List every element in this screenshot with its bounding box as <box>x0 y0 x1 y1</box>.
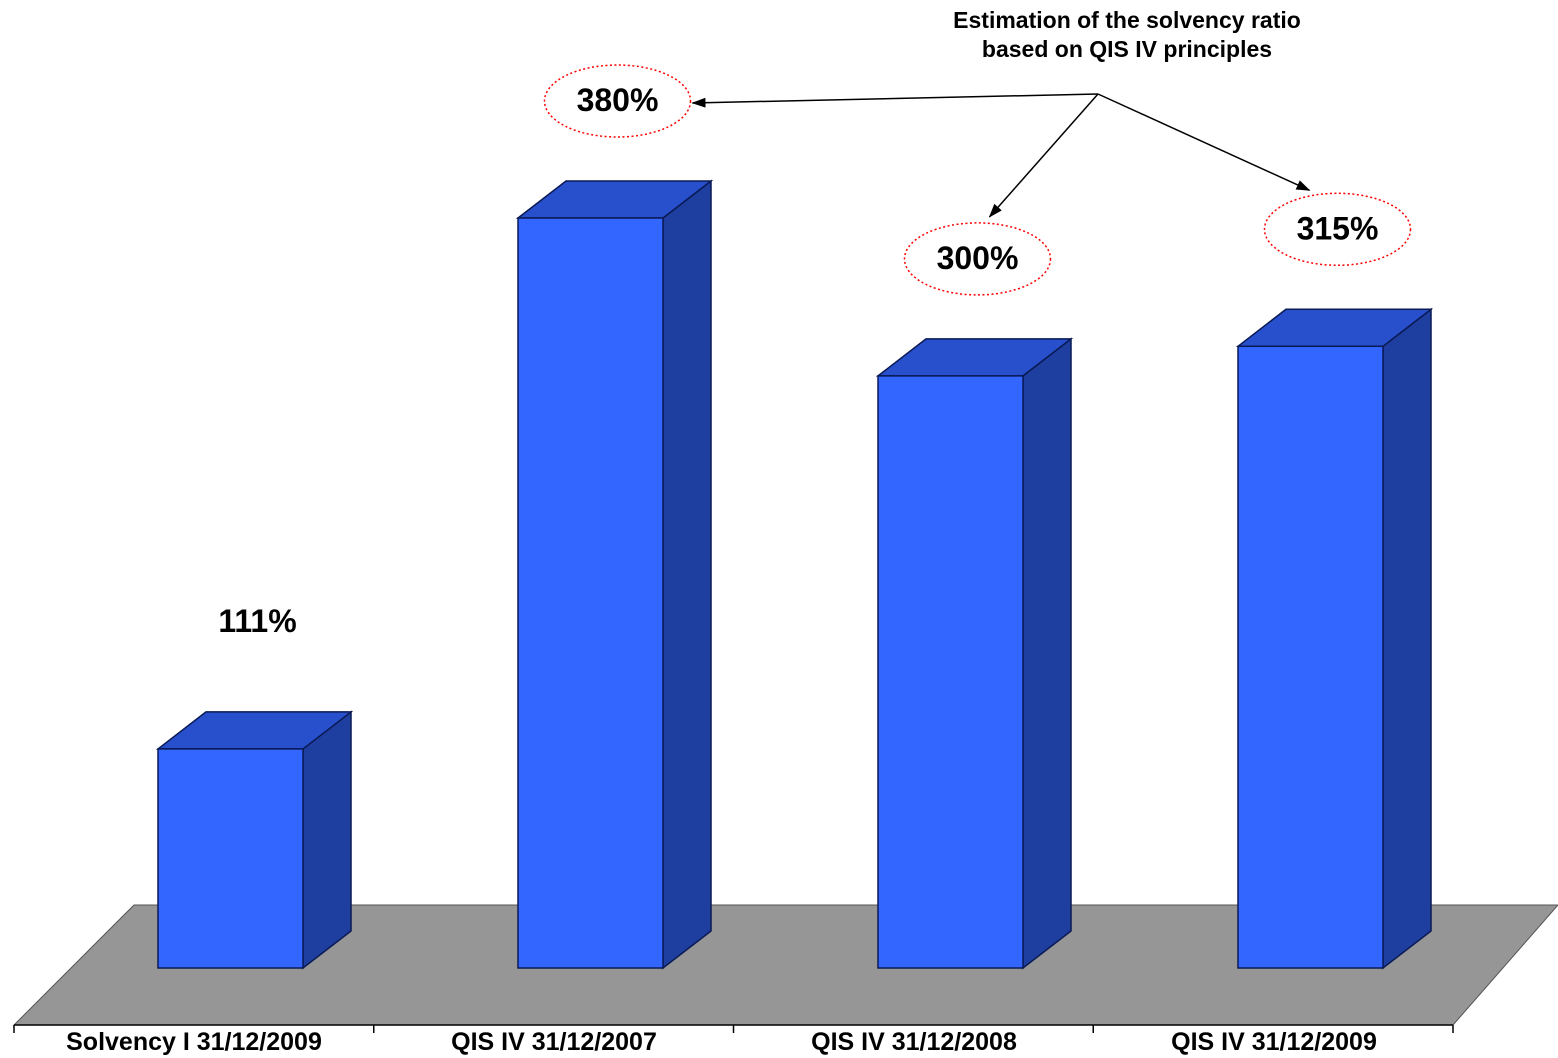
value-label: 300% <box>937 240 1019 276</box>
highlight-ellipse <box>903 222 1052 296</box>
category-label: Solvency I 31/12/2009 <box>66 1028 322 1056</box>
bar-front <box>877 375 1024 969</box>
bar-side <box>662 179 712 970</box>
category-label: QIS IV 31/12/2009 <box>1171 1028 1377 1056</box>
bar-side <box>1022 337 1072 970</box>
annotation-line-1: Estimation of the solvency ratio <box>953 7 1301 33</box>
bars-group <box>155 179 1434 970</box>
x-axis-ticks <box>13 1025 1454 1033</box>
bar-front <box>517 217 664 969</box>
category-labels: Solvency I 31/12/2009 QIS IV 31/12/2007 QI… <box>66 1028 1377 1056</box>
annotation-line-2: based on QIS IV principles <box>982 36 1272 62</box>
annotation-arrow <box>1097 93 1311 191</box>
highlight-ellipses <box>543 64 1412 296</box>
annotation-arrow <box>691 93 1099 108</box>
annotation-arrows <box>691 93 1311 218</box>
annotation: Estimation of the solvency ratio based o… <box>691 7 1311 218</box>
highlight-ellipse <box>1263 192 1412 267</box>
category-label: QIS IV 31/12/2007 <box>451 1028 657 1056</box>
value-label: 111% <box>218 603 296 639</box>
bar-side <box>1382 307 1432 970</box>
category-label: QIS IV 31/12/2008 <box>811 1028 1017 1056</box>
value-label: 380% <box>577 82 659 118</box>
value-labels: 111% 380% 300% 315% <box>218 82 1378 639</box>
bar-4 <box>1235 307 1434 970</box>
bar-front <box>157 748 304 969</box>
bar-3 <box>875 337 1074 970</box>
value-label: 315% <box>1297 210 1379 246</box>
annotation-arrow <box>988 93 1099 218</box>
bar-side <box>302 710 352 970</box>
bar-2 <box>515 179 714 970</box>
highlight-ellipse <box>543 64 692 138</box>
bar-1 <box>155 710 354 970</box>
bar-front <box>1237 345 1384 969</box>
